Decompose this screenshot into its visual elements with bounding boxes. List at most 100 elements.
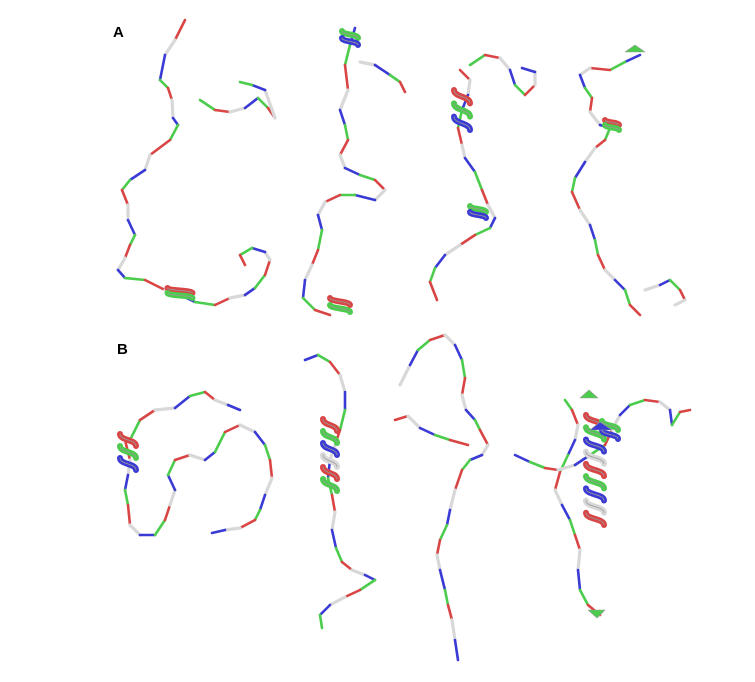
backbone-segment bbox=[303, 353, 320, 362]
helix-edge bbox=[585, 500, 605, 514]
backbone-segment bbox=[238, 246, 254, 257]
backbone-segment bbox=[123, 243, 132, 260]
helix-edge bbox=[585, 475, 605, 489]
helix-edge bbox=[322, 442, 338, 456]
backbone-segment bbox=[428, 266, 437, 284]
backbone-segment bbox=[263, 258, 272, 277]
backbone-segment bbox=[443, 588, 450, 607]
backbone-segment bbox=[253, 508, 262, 522]
backbone-segment bbox=[448, 438, 470, 447]
backbone-segment bbox=[438, 568, 447, 592]
backbone-segment bbox=[143, 153, 152, 172]
structure-b4 bbox=[513, 389, 692, 619]
backbone-segment bbox=[373, 178, 387, 192]
backbone-segment bbox=[478, 428, 490, 447]
backbone-segment bbox=[520, 66, 537, 74]
backbone-segment bbox=[358, 173, 377, 182]
backbone-segment bbox=[623, 53, 642, 64]
helix-edge bbox=[601, 420, 619, 431]
backbone-segment bbox=[373, 63, 392, 77]
backbone-segment bbox=[166, 86, 174, 102]
backbone-segment bbox=[323, 193, 342, 204]
backbone-segment bbox=[301, 278, 307, 300]
helix-edge bbox=[469, 211, 487, 219]
structure-a1 bbox=[116, 18, 277, 307]
backbone-segment bbox=[316, 353, 332, 364]
backbone-segment bbox=[263, 443, 272, 462]
strand-arrow bbox=[589, 421, 613, 431]
backbone-segment bbox=[123, 473, 130, 492]
backbone-segment bbox=[163, 38, 177, 57]
backbone-segment bbox=[158, 53, 167, 82]
backbone-segment bbox=[453, 343, 464, 362]
backbone-segment bbox=[316, 228, 324, 252]
backbone-segment bbox=[228, 106, 247, 114]
backbone-segment bbox=[126, 503, 132, 527]
backbone-segment bbox=[428, 333, 447, 342]
backbone-segment bbox=[588, 96, 594, 114]
backbone-segment bbox=[116, 256, 127, 272]
backbone-segment bbox=[193, 300, 217, 307]
backbone-segment bbox=[358, 578, 377, 592]
backbone-segment bbox=[593, 238, 600, 257]
backbone-segment bbox=[563, 398, 574, 412]
helix-edge bbox=[119, 445, 137, 459]
backbone-segment bbox=[210, 528, 227, 535]
backbone-segment bbox=[173, 394, 192, 410]
backbone-segment bbox=[573, 160, 587, 180]
backbone-segment bbox=[340, 560, 354, 572]
backbone-segment bbox=[543, 466, 560, 472]
helix-edge bbox=[604, 124, 620, 131]
helix-edge bbox=[453, 116, 471, 131]
backbone-segment bbox=[433, 433, 452, 442]
helix-edge bbox=[322, 418, 338, 432]
backbone-segment bbox=[203, 390, 217, 402]
backbone-segment bbox=[445, 508, 452, 527]
backbone-segment bbox=[398, 363, 412, 387]
backbone-segment bbox=[480, 188, 490, 207]
backbone-segment bbox=[460, 143, 467, 160]
strand-arrow bbox=[587, 609, 606, 619]
backbone-segment bbox=[330, 510, 337, 532]
backbone-segment bbox=[458, 68, 472, 82]
structure-b1 bbox=[117, 390, 274, 537]
backbone-segment bbox=[668, 408, 674, 427]
backbone-segment bbox=[301, 296, 317, 312]
backbone-segment bbox=[213, 296, 232, 307]
backbone-segment bbox=[573, 423, 580, 442]
backbone-segment bbox=[123, 488, 130, 507]
backbone-segment bbox=[353, 193, 377, 202]
backbone-segment bbox=[128, 418, 142, 442]
backbone-segment bbox=[153, 518, 167, 537]
backbone-segment bbox=[678, 408, 692, 414]
backbone-segment bbox=[263, 476, 274, 497]
backbone-segment bbox=[313, 308, 332, 317]
backbone-segment bbox=[643, 398, 662, 404]
backbone-segment bbox=[448, 488, 457, 512]
backbone-segment bbox=[513, 453, 532, 464]
backbone-segment bbox=[363, 573, 377, 582]
backbone-segment bbox=[328, 595, 347, 607]
panel-a-label: A bbox=[113, 24, 124, 41]
backbone-segment bbox=[338, 108, 347, 127]
backbone-segment bbox=[203, 450, 217, 462]
backbone-segment bbox=[458, 233, 477, 247]
backbone-segment bbox=[388, 73, 402, 84]
backbone-segment bbox=[226, 403, 242, 412]
panel-b-label: B bbox=[117, 341, 128, 358]
backbone-segment bbox=[258, 493, 267, 512]
backbone-segment bbox=[528, 460, 547, 470]
helix-edge bbox=[585, 426, 605, 440]
backbone-segment bbox=[418, 426, 437, 437]
backbone-segment bbox=[310, 248, 320, 267]
backbone-segment bbox=[468, 453, 484, 462]
backbone-segment bbox=[443, 243, 462, 257]
backbone-segment bbox=[460, 376, 467, 397]
backbone-segment bbox=[213, 430, 227, 454]
backbone-segment bbox=[250, 246, 267, 254]
backbone-segment bbox=[166, 473, 177, 492]
backbone-segment bbox=[171, 116, 180, 127]
helix-edge bbox=[585, 512, 605, 526]
backbone-segment bbox=[416, 338, 432, 352]
backbone-segment bbox=[128, 523, 142, 537]
